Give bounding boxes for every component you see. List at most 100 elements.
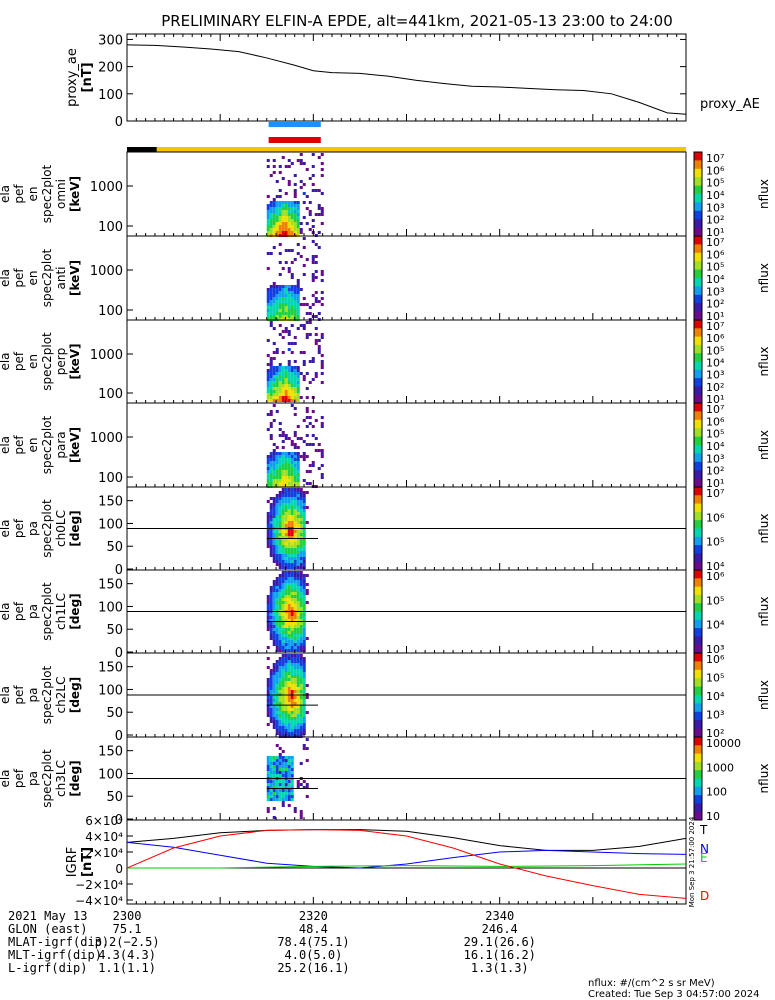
colorbar-step xyxy=(694,671,702,675)
spectrogram-cell xyxy=(281,711,285,714)
spectrogram-cell xyxy=(296,566,300,569)
spectrogram-cell xyxy=(269,297,273,300)
spectrogram-cell xyxy=(293,521,297,524)
spectrogram-cell xyxy=(305,455,309,458)
spectrogram-cell xyxy=(275,631,279,634)
spectrogram-cell xyxy=(302,574,306,577)
colorbar-step xyxy=(694,263,702,266)
spectrogram-cell xyxy=(281,285,285,288)
spectrogram-cell xyxy=(293,509,297,512)
spectrogram-cell xyxy=(269,681,273,684)
spectrogram-cell xyxy=(275,351,279,354)
colorbar-tick-label: 10³ xyxy=(706,643,724,656)
spectrogram-cell xyxy=(281,586,285,589)
spectrogram-cell xyxy=(290,577,294,580)
spectrogram-cell xyxy=(281,336,285,339)
colorbar-step xyxy=(694,215,702,218)
spectrogram-cell xyxy=(269,586,273,589)
spectrogram-cell xyxy=(320,153,324,156)
spectrogram-cell xyxy=(275,604,279,607)
spec-ytick-label: 50 xyxy=(106,706,123,721)
spectrogram-cell xyxy=(272,669,276,672)
spectrogram-cell xyxy=(266,467,270,470)
spectrogram-cell xyxy=(299,813,303,816)
spectrogram-cell xyxy=(281,678,285,681)
spectrogram-cell xyxy=(281,267,285,270)
spectrogram-cell xyxy=(296,503,300,506)
spectrogram-cell xyxy=(284,387,288,390)
spectrogram-cell xyxy=(299,625,303,628)
spectrogram-cell xyxy=(275,687,279,690)
spectrogram-cell xyxy=(296,669,300,672)
spectrogram-cell xyxy=(314,297,318,300)
colorbar-step xyxy=(694,254,702,258)
spectrogram-cell xyxy=(287,663,291,666)
spectrogram-cell xyxy=(278,678,282,681)
spectrogram-cell xyxy=(272,375,276,378)
spectrogram-cell xyxy=(272,288,276,291)
spectrogram-cell xyxy=(290,663,294,666)
colorbar-step xyxy=(694,315,702,319)
colorbar-step xyxy=(694,189,702,193)
spectrogram-cell xyxy=(281,548,285,551)
colorbar-step xyxy=(694,210,702,214)
colorbar-step xyxy=(694,273,702,277)
spectrogram-cell xyxy=(317,246,321,249)
spectrogram-cell xyxy=(275,616,279,619)
spectrogram-cell xyxy=(275,643,279,646)
spectrogram-cell xyxy=(290,461,294,464)
spectrogram-cell xyxy=(287,660,291,663)
spectrogram-cell xyxy=(290,219,294,222)
spectrogram-cell xyxy=(305,410,309,413)
spectrogram-cell xyxy=(269,291,273,294)
spectrogram-cell xyxy=(269,554,273,557)
spectrogram-cell xyxy=(266,762,270,765)
spectrogram-cell xyxy=(290,675,294,678)
spectrogram-cell xyxy=(290,598,294,601)
spectrogram-cell xyxy=(269,285,273,288)
spectrogram-cell xyxy=(287,461,291,464)
spectrogram-cell xyxy=(296,631,300,634)
spectrogram-cell xyxy=(278,780,282,783)
spectrogram-cell xyxy=(296,204,300,207)
spectrogram-cell xyxy=(293,306,297,309)
colorbar-step xyxy=(694,707,702,711)
spec-ytick-label: 150 xyxy=(98,495,123,510)
spectrogram-cell xyxy=(308,470,312,473)
spectrogram-cell xyxy=(278,574,282,577)
spectrogram-cell xyxy=(272,714,276,717)
spectrogram-cell xyxy=(278,312,282,315)
spectrogram-cell xyxy=(284,521,288,524)
spectrogram-cell xyxy=(311,276,315,279)
spectrogram-cell xyxy=(287,548,291,551)
spectrogram-cell xyxy=(278,595,282,598)
colorbar-step xyxy=(694,728,702,732)
spectrogram-cell xyxy=(296,548,300,551)
spec-ytick-label: 150 xyxy=(98,578,123,593)
spectrogram-cell xyxy=(287,687,291,690)
colorbar-step xyxy=(694,657,702,660)
colorbar-step xyxy=(694,795,702,798)
spectrogram-cell xyxy=(266,476,270,479)
footer-row-value: 25.2(16.1) xyxy=(277,961,350,975)
spectrogram-cell xyxy=(296,464,300,467)
spectrogram-cell xyxy=(278,396,282,399)
spectrogram-cell xyxy=(278,366,282,369)
spectrogram-cell xyxy=(269,515,273,518)
spectrogram-cell xyxy=(287,473,291,476)
spectrogram-cell xyxy=(275,598,279,601)
spectrogram-cell xyxy=(305,425,309,428)
spectrogram-cell xyxy=(287,488,291,491)
spectrogram-cell xyxy=(299,660,303,663)
spectrogram-cell xyxy=(320,366,324,369)
spectrogram-cell xyxy=(275,666,279,669)
colorbar-step xyxy=(694,419,702,423)
spectrogram-cell xyxy=(266,657,270,660)
spec-ylabel: elapefenspec2plotperp[keV] xyxy=(0,332,82,391)
spectrogram-cell xyxy=(302,506,306,509)
spectrogram-cell xyxy=(287,467,291,470)
spectrogram-cell xyxy=(269,413,273,416)
spectrogram-cell xyxy=(284,798,288,801)
spectrogram-cell xyxy=(269,521,273,524)
spectrogram-cell xyxy=(278,631,282,634)
